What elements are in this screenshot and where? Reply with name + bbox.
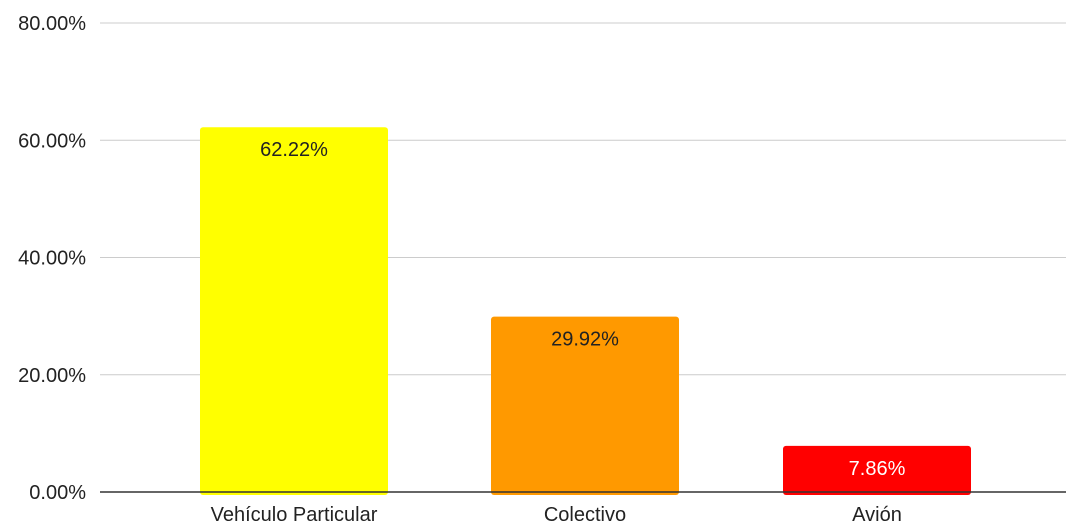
y-tick-label: 20.00%: [18, 365, 86, 387]
bar-value-label: 62.22%: [260, 139, 328, 161]
bar: [200, 127, 388, 495]
bar-value-label: 7.86%: [849, 458, 906, 480]
bars: [200, 127, 971, 495]
y-tick-label: 60.00%: [18, 130, 86, 152]
bar: [783, 445, 971, 495]
x-category-label: Colectivo: [544, 504, 626, 524]
y-tick-label: 0.00%: [29, 482, 86, 504]
x-category-label: Vehículo Particular: [211, 504, 378, 524]
bar-value-labels: 62.22% 29.92% 7.86%: [260, 139, 905, 480]
y-axis-tick-labels: 0.00% 20.00% 40.00% 60.00% 80.00%: [18, 13, 86, 504]
y-tick-label: 80.00%: [18, 13, 86, 35]
bar-value-label: 29.92%: [551, 329, 619, 351]
y-tick-label: 40.00%: [18, 248, 86, 270]
x-category-label: Avión: [852, 504, 902, 524]
x-axis-category-labels: Vehículo Particular Colectivo Avión: [211, 504, 902, 524]
bar: [491, 316, 679, 495]
